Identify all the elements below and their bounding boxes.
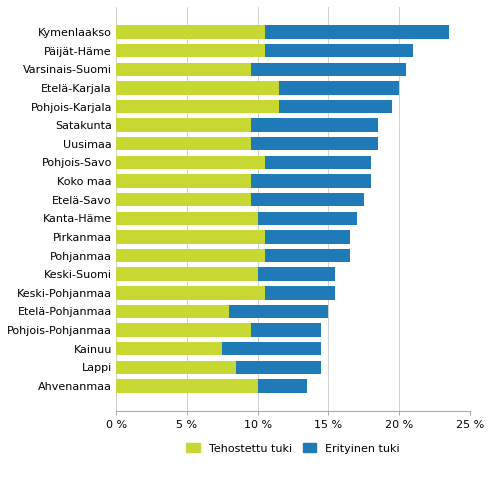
Bar — [279, 81, 399, 95]
Bar — [116, 379, 258, 393]
Bar — [265, 26, 449, 39]
Bar — [258, 268, 335, 281]
Bar — [250, 62, 406, 76]
Bar — [116, 26, 265, 39]
Bar — [116, 305, 229, 318]
Bar — [116, 360, 236, 374]
Bar — [229, 305, 328, 318]
Bar — [279, 100, 392, 113]
Bar — [222, 342, 321, 355]
Bar — [116, 137, 250, 150]
Bar — [116, 156, 265, 169]
Bar — [116, 342, 222, 355]
Bar — [250, 193, 364, 206]
Bar — [250, 324, 321, 337]
Bar — [116, 268, 258, 281]
Bar — [250, 118, 378, 132]
Bar — [116, 249, 265, 262]
Bar — [116, 118, 250, 132]
Bar — [250, 174, 371, 188]
Bar — [265, 44, 413, 57]
Bar — [116, 100, 279, 113]
Bar — [116, 324, 250, 337]
Bar — [116, 230, 265, 244]
Bar — [250, 137, 378, 150]
Bar — [265, 249, 350, 262]
Bar — [265, 286, 335, 300]
Legend: Tehostettu tuki, Erityinen tuki: Tehostettu tuki, Erityinen tuki — [182, 438, 404, 458]
Bar — [116, 62, 250, 76]
Bar — [265, 230, 350, 244]
Bar — [116, 81, 279, 95]
Bar — [116, 174, 250, 188]
Bar — [116, 44, 265, 57]
Bar — [116, 286, 265, 300]
Bar — [258, 379, 307, 393]
Bar — [116, 193, 250, 206]
Bar — [258, 212, 356, 225]
Bar — [236, 360, 321, 374]
Bar — [265, 156, 371, 169]
Bar — [116, 212, 258, 225]
